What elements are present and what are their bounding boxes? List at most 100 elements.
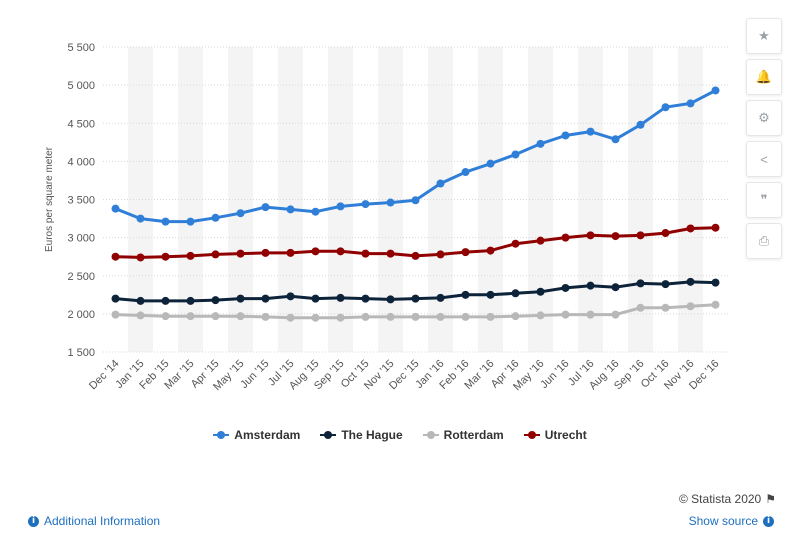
- quote-button[interactable]: ❞: [746, 182, 782, 218]
- data-point-amsterdam[interactable]: [461, 168, 470, 177]
- data-point-the-hague[interactable]: [186, 296, 195, 305]
- data-point-utrecht[interactable]: [136, 253, 145, 262]
- data-point-rotterdam[interactable]: [511, 312, 520, 321]
- data-point-rotterdam[interactable]: [211, 312, 220, 321]
- data-point-amsterdam[interactable]: [386, 198, 395, 207]
- data-point-amsterdam[interactable]: [686, 99, 695, 108]
- data-point-rotterdam[interactable]: [611, 310, 620, 319]
- data-point-utrecht[interactable]: [186, 251, 195, 260]
- data-point-rotterdam[interactable]: [236, 312, 245, 321]
- data-point-amsterdam[interactable]: [311, 207, 320, 216]
- data-point-utrecht[interactable]: [561, 233, 570, 242]
- data-point-the-hague[interactable]: [386, 295, 395, 304]
- data-point-utrecht[interactable]: [236, 249, 245, 258]
- data-point-utrecht[interactable]: [336, 247, 345, 256]
- data-point-utrecht[interactable]: [361, 249, 370, 258]
- data-point-amsterdam[interactable]: [536, 139, 545, 148]
- data-point-utrecht[interactable]: [261, 248, 270, 257]
- data-point-rotterdam[interactable]: [486, 312, 495, 321]
- data-point-rotterdam[interactable]: [411, 312, 420, 321]
- star-button[interactable]: ★: [746, 18, 782, 54]
- data-point-utrecht[interactable]: [111, 252, 120, 261]
- data-point-utrecht[interactable]: [511, 239, 520, 248]
- data-point-utrecht[interactable]: [661, 229, 670, 238]
- data-point-amsterdam[interactable]: [561, 131, 570, 140]
- data-point-the-hague[interactable]: [586, 281, 595, 290]
- data-point-rotterdam[interactable]: [536, 311, 545, 320]
- data-point-amsterdam[interactable]: [661, 103, 670, 112]
- data-point-rotterdam[interactable]: [311, 313, 320, 322]
- data-point-the-hague[interactable]: [261, 294, 270, 303]
- data-point-rotterdam[interactable]: [686, 302, 695, 311]
- data-point-rotterdam[interactable]: [336, 313, 345, 322]
- data-point-amsterdam[interactable]: [136, 214, 145, 223]
- data-point-the-hague[interactable]: [336, 293, 345, 302]
- data-point-the-hague[interactable]: [411, 294, 420, 303]
- data-point-amsterdam[interactable]: [411, 196, 420, 205]
- legend-item-amsterdam[interactable]: Amsterdam: [213, 428, 300, 442]
- data-point-the-hague[interactable]: [461, 290, 470, 299]
- data-point-amsterdam[interactable]: [286, 205, 295, 214]
- data-point-utrecht[interactable]: [536, 236, 545, 245]
- data-point-amsterdam[interactable]: [711, 86, 720, 95]
- data-point-utrecht[interactable]: [311, 247, 320, 256]
- data-point-the-hague[interactable]: [661, 280, 670, 289]
- data-point-rotterdam[interactable]: [711, 300, 720, 309]
- data-point-amsterdam[interactable]: [236, 209, 245, 218]
- data-point-utrecht[interactable]: [586, 231, 595, 240]
- data-point-amsterdam[interactable]: [486, 159, 495, 168]
- data-point-rotterdam[interactable]: [136, 311, 145, 320]
- gear-button[interactable]: ⚙: [746, 100, 782, 136]
- flag-icon[interactable]: ⚑: [765, 492, 776, 506]
- data-point-the-hague[interactable]: [136, 296, 145, 305]
- data-point-utrecht[interactable]: [611, 232, 620, 241]
- data-point-amsterdam[interactable]: [111, 204, 120, 213]
- data-point-rotterdam[interactable]: [636, 303, 645, 312]
- legend-item-utrecht[interactable]: Utrecht: [523, 428, 587, 442]
- data-point-amsterdam[interactable]: [261, 203, 270, 212]
- data-point-rotterdam[interactable]: [161, 312, 170, 321]
- share-button[interactable]: <: [746, 141, 782, 177]
- data-point-rotterdam[interactable]: [261, 312, 270, 321]
- data-point-utrecht[interactable]: [636, 231, 645, 240]
- legend-item-rotterdam[interactable]: Rotterdam: [422, 428, 504, 442]
- data-point-rotterdam[interactable]: [386, 312, 395, 321]
- data-point-the-hague[interactable]: [436, 293, 445, 302]
- print-button[interactable]: ⎙: [746, 223, 782, 259]
- data-point-the-hague[interactable]: [286, 292, 295, 301]
- additional-information-link[interactable]: i Additional Information: [28, 514, 160, 528]
- data-point-the-hague[interactable]: [361, 294, 370, 303]
- data-point-rotterdam[interactable]: [561, 310, 570, 319]
- data-point-amsterdam[interactable]: [336, 202, 345, 211]
- data-point-rotterdam[interactable]: [111, 310, 120, 319]
- data-point-utrecht[interactable]: [286, 248, 295, 257]
- data-point-the-hague[interactable]: [161, 296, 170, 305]
- data-point-utrecht[interactable]: [161, 252, 170, 261]
- data-point-the-hague[interactable]: [311, 294, 320, 303]
- data-point-the-hague[interactable]: [636, 279, 645, 288]
- data-point-amsterdam[interactable]: [161, 217, 170, 226]
- data-point-utrecht[interactable]: [461, 248, 470, 257]
- data-point-the-hague[interactable]: [711, 278, 720, 287]
- data-point-utrecht[interactable]: [486, 246, 495, 255]
- data-point-amsterdam[interactable]: [586, 127, 595, 136]
- data-point-the-hague[interactable]: [111, 294, 120, 303]
- data-point-utrecht[interactable]: [686, 224, 695, 233]
- data-point-the-hague[interactable]: [236, 294, 245, 303]
- data-point-amsterdam[interactable]: [511, 150, 520, 159]
- data-point-the-hague[interactable]: [211, 296, 220, 305]
- data-point-the-hague[interactable]: [561, 283, 570, 292]
- data-point-rotterdam[interactable]: [586, 310, 595, 319]
- data-point-rotterdam[interactable]: [361, 312, 370, 321]
- data-point-rotterdam[interactable]: [286, 313, 295, 322]
- data-point-the-hague[interactable]: [511, 289, 520, 298]
- data-point-rotterdam[interactable]: [436, 312, 445, 321]
- data-point-utrecht[interactable]: [436, 250, 445, 259]
- data-point-the-hague[interactable]: [611, 283, 620, 292]
- data-point-utrecht[interactable]: [386, 249, 395, 258]
- data-point-the-hague[interactable]: [486, 290, 495, 299]
- legend-item-the-hague[interactable]: The Hague: [320, 428, 403, 442]
- data-point-utrecht[interactable]: [711, 223, 720, 232]
- data-point-amsterdam[interactable]: [361, 200, 370, 209]
- data-point-amsterdam[interactable]: [436, 179, 445, 188]
